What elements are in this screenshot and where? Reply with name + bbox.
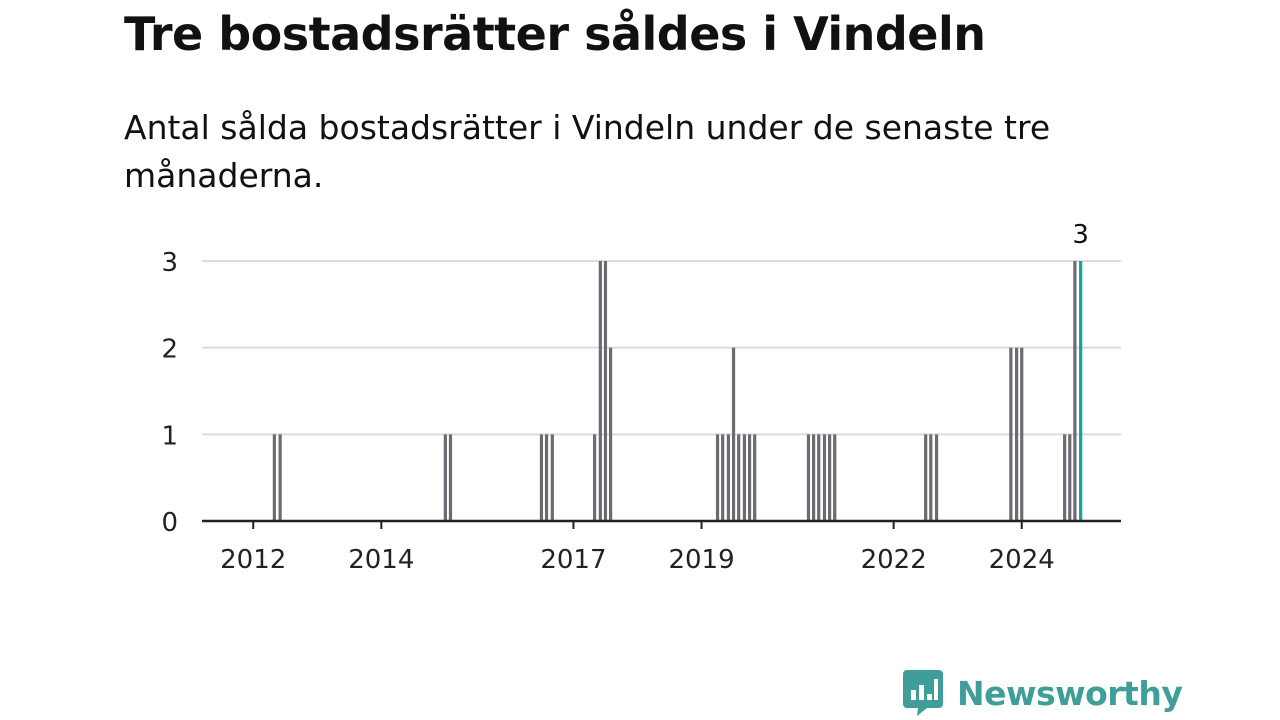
chart-title: Tre bostadsrätter såldes i Vindeln (124, 7, 986, 61)
bar[interactable] (1009, 347, 1013, 521)
bar[interactable] (811, 434, 816, 521)
bar[interactable] (721, 434, 725, 521)
bar[interactable] (1063, 434, 1067, 521)
bar[interactable] (747, 434, 752, 521)
bar-highlight[interactable] (1079, 261, 1083, 521)
bar[interactable] (924, 434, 928, 521)
bar[interactable] (737, 434, 741, 521)
grid-lines (202, 260, 1121, 436)
x-tick-label: 2012 (220, 545, 286, 575)
bar[interactable] (715, 434, 720, 521)
y-tick-label: 1 (161, 421, 178, 451)
bar[interactable] (1068, 434, 1072, 521)
bar[interactable] (934, 434, 939, 521)
bar[interactable] (817, 434, 821, 521)
bar[interactable] (443, 434, 447, 521)
bar[interactable] (539, 434, 544, 521)
bar[interactable] (1015, 347, 1019, 521)
bars (272, 261, 1083, 521)
x-tick-label: 2024 (989, 545, 1055, 575)
chart-subtitle: Antal sålda bostadsrätter i Vindeln unde… (124, 108, 1051, 195)
bar[interactable] (598, 261, 602, 521)
x-tick-label: 2019 (668, 545, 734, 575)
x-tick-label: 2014 (348, 545, 414, 575)
bar[interactable] (1020, 347, 1024, 521)
bar[interactable] (753, 434, 757, 521)
bar[interactable] (448, 434, 453, 521)
bar[interactable] (833, 434, 837, 521)
bar[interactable] (828, 434, 832, 521)
bar[interactable] (1073, 261, 1077, 521)
newsworthy-logo-icon (903, 670, 943, 716)
y-tick-label: 3 (161, 248, 178, 278)
bar[interactable] (592, 434, 597, 521)
bar[interactable] (806, 434, 811, 521)
bar[interactable] (929, 434, 933, 521)
bar[interactable] (550, 434, 554, 521)
highlight-value-label: 3 (1072, 220, 1089, 250)
y-axis-labels: 0 1 2 3 (161, 248, 178, 538)
bar[interactable] (278, 434, 282, 521)
newsworthy-logo[interactable]: Newsworthy (903, 668, 1183, 718)
x-tick-label: 2017 (540, 545, 606, 575)
annotations: 3 (1072, 220, 1089, 250)
bar-chart: 0 1 2 3 2012 2014 2017 2019 2022 2024 3 (161, 220, 1121, 575)
x-tick-label: 2022 (861, 545, 927, 575)
bar[interactable] (822, 434, 827, 521)
bar[interactable] (726, 434, 731, 521)
bar[interactable] (731, 347, 736, 521)
bar[interactable] (603, 261, 608, 521)
bar[interactable] (742, 434, 747, 521)
bar[interactable] (272, 434, 276, 521)
y-tick-label: 2 (161, 335, 178, 365)
bar[interactable] (544, 434, 549, 521)
bar[interactable] (608, 347, 613, 521)
brand-name: Newsworthy (957, 673, 1183, 713)
y-tick-label: 0 (161, 508, 178, 538)
x-axis-labels: 2012 2014 2017 2019 2022 2024 (220, 521, 1055, 575)
